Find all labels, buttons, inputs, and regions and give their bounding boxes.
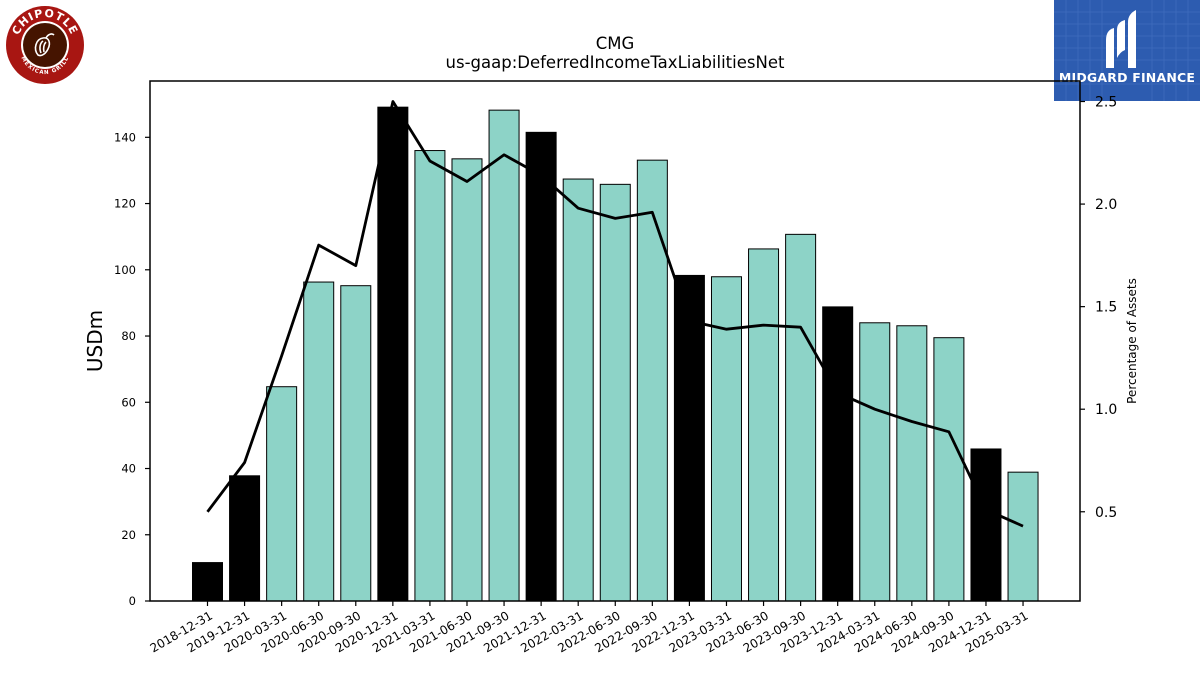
y-axis-right: 0.5 1.0 1.5 2.0 2.5	[1080, 95, 1117, 521]
chart-subtitle: us-gaap:DeferredIncomeTaxLiabilitiesNet	[446, 53, 785, 72]
y2-tick-label: 1.0	[1095, 402, 1117, 418]
bar-2021-12-31	[525, 131, 557, 602]
bar-series	[192, 106, 1039, 602]
midgard-m-icon	[1106, 10, 1136, 68]
bar-2023-12-31	[822, 306, 854, 602]
y-tick-label: 40	[121, 462, 136, 476]
line-series	[206, 100, 1024, 528]
y-axis-left: 0 20 40 60 80 100 120 140	[114, 130, 150, 608]
y-tick-label: 80	[121, 329, 136, 343]
midgard-finance-logo: MIDGARD FINANCE	[1054, 0, 1200, 101]
bar-2018-12-31	[192, 562, 223, 602]
bar-2021-09-30	[488, 109, 520, 602]
y-tick-label: 0	[129, 594, 136, 608]
bar-2024-06-30	[896, 325, 928, 602]
bar-2021-03-31	[414, 150, 446, 602]
chart-title: CMG	[596, 34, 635, 53]
chipotle-pepper-icon	[34, 33, 55, 57]
y2-tick-label: 1.5	[1095, 300, 1117, 316]
bar-2023-03-31	[710, 276, 742, 602]
y2-axis-label: Percentage of Assets	[1125, 278, 1139, 404]
y2-tick-label: 2.5	[1095, 95, 1117, 111]
logo-center	[23, 23, 67, 67]
bar-2022-03-31	[562, 178, 594, 602]
percentage-line	[206, 100, 1024, 528]
chipotle-logo: CHIPOTLE MEXICAN GRILL	[5, 5, 85, 85]
bar-2022-06-30	[599, 183, 631, 602]
bar-2022-12-31	[673, 274, 705, 602]
bar-2024-12-31	[970, 448, 1002, 602]
y-tick-label: 60	[121, 395, 136, 409]
y-tick-label: 20	[121, 528, 136, 542]
x-axis: 2018-12-312019-12-312020-03-312020-06-30…	[148, 601, 1031, 655]
bar-2020-03-31	[266, 386, 298, 602]
bar-2024-03-31	[859, 322, 891, 602]
bar-2020-09-30	[340, 285, 372, 602]
bar-2020-12-31	[377, 106, 409, 602]
y-tick-label: 100	[114, 263, 136, 277]
logo-brand-text: MIDGARD FINANCE	[1058, 70, 1196, 85]
bar-2019-12-31	[229, 475, 261, 602]
y2-tick-label: 2.0	[1095, 197, 1117, 213]
y-tick-label: 140	[114, 130, 136, 144]
y-tick-label: 120	[114, 197, 136, 211]
bar-2025-03-31	[1007, 471, 1039, 602]
bar-2022-09-30	[636, 159, 668, 602]
bar-2021-06-30	[451, 158, 483, 602]
bar-2020-06-30	[303, 281, 335, 602]
bar-2023-09-30	[785, 233, 817, 602]
y-axis-label: USDm	[83, 310, 107, 372]
bar-2024-09-30	[933, 337, 965, 602]
bar-2023-06-30	[748, 248, 780, 602]
y2-tick-label: 0.5	[1095, 505, 1117, 521]
